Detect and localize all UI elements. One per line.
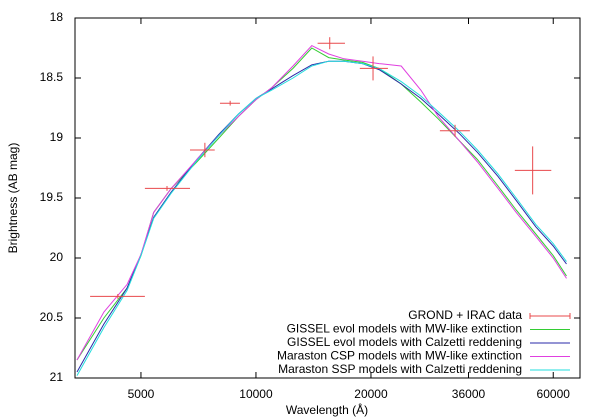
legend-label: GISSEL evol models with Calzetti reddeni… [287,335,522,349]
x-tick-label: 60000 [537,387,571,401]
legend-label: GISSEL evol models with MW-like extincti… [287,322,522,336]
y-tick-label: 20 [50,250,64,264]
y-tick-label: 18.5 [40,70,64,84]
x-tick-label: 10000 [239,387,273,401]
x-tick-label: 5000 [128,387,155,401]
x-tick-label: 20000 [354,387,388,401]
y-axis-label: Brightness (AB mag) [6,143,20,254]
y-tick-label: 20.5 [40,310,64,324]
legend-label: Maraston SSP models with Calzetti redden… [278,362,522,376]
y-tick-label: 18 [50,10,64,24]
legend-label: Maraston CSP models with MW-like extinct… [277,349,522,363]
model-line [76,60,567,376]
y-tick-label: 19.5 [40,190,64,204]
y-tick-label: 21 [50,370,64,384]
model-line [76,44,567,361]
legend-label: GROND + IRAC data [408,308,522,322]
x-tick-label: 36000 [452,387,486,401]
x-axis-label: Wavelength (Å) [286,402,368,417]
y-tick-label: 19 [50,130,64,144]
